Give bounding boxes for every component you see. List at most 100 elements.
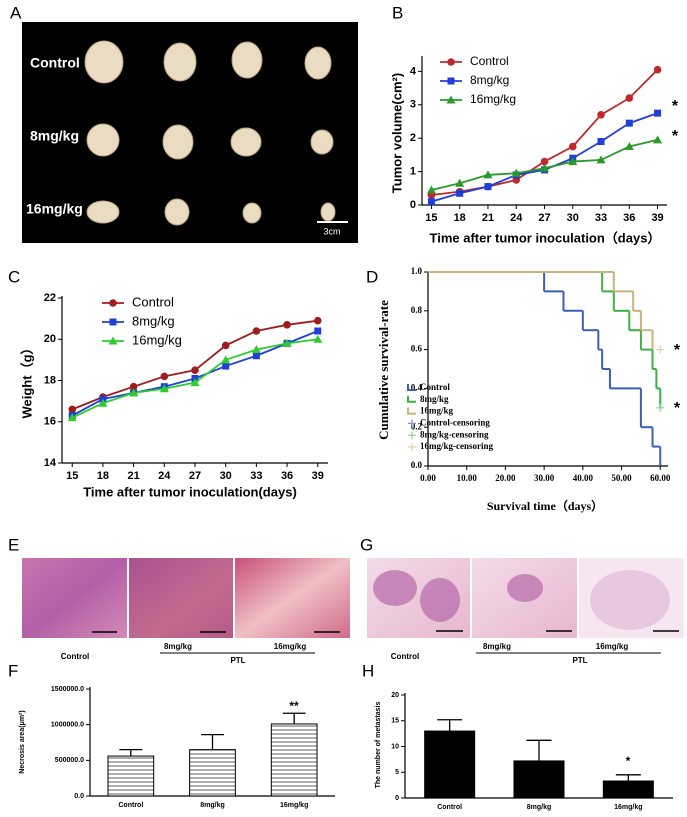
y-tick-label: 1000000.0 xyxy=(51,722,84,729)
x-tick-label: 18 xyxy=(97,470,109,482)
marker xyxy=(191,366,199,374)
group-label: 8mg/kg xyxy=(164,642,192,651)
annotation: * xyxy=(674,342,681,359)
annotation: * xyxy=(672,98,679,115)
x-tick-label: 36 xyxy=(623,212,635,224)
marker xyxy=(483,170,493,179)
group-label: PTL xyxy=(572,656,587,665)
y-tick-label: 20 xyxy=(391,692,399,699)
x-tick-label: 20.00 xyxy=(495,473,516,483)
legend-swatch xyxy=(407,407,416,415)
marker xyxy=(426,185,436,194)
y-tick-label: 4 xyxy=(410,65,417,77)
group-label: Control xyxy=(61,652,89,661)
marker xyxy=(654,109,662,117)
legend-swatch xyxy=(407,395,416,403)
panel-letter: A xyxy=(10,3,22,22)
panel-letter: F xyxy=(8,661,18,680)
marker xyxy=(221,355,231,364)
x-tick-label: 39 xyxy=(312,470,324,482)
x-tick-label: 8mg/kg xyxy=(527,804,552,811)
marker xyxy=(446,95,456,104)
y-tick-label: 0 xyxy=(395,795,399,802)
censor-mark xyxy=(656,403,665,412)
x-axis-label: Time after tumor inoculation(days) xyxy=(83,484,297,499)
marker xyxy=(597,138,605,146)
panel-letter: H xyxy=(362,661,374,680)
histology-image xyxy=(579,558,684,638)
x-tick-label: 24 xyxy=(158,470,171,482)
legend-label: 8mg/kg xyxy=(420,394,449,404)
x-tick-label: 60.00 xyxy=(650,473,671,483)
y-tick-label: 0.0 xyxy=(411,460,423,470)
y-tick-label: 16 xyxy=(44,416,56,428)
legend-label: 16mg/kg-censoring xyxy=(420,441,493,451)
legend-swatch xyxy=(408,419,416,428)
marker xyxy=(624,142,634,151)
marker xyxy=(283,321,291,329)
x-tick-label: 40.00 xyxy=(573,473,594,483)
series-line xyxy=(71,319,318,411)
histology-image xyxy=(22,558,127,638)
y-tick-label: 0 xyxy=(410,199,416,211)
panel-letter: E xyxy=(8,535,19,554)
error-bar xyxy=(282,712,306,724)
x-tick-label: 16mg/kg xyxy=(614,804,642,811)
legend-swatch xyxy=(408,431,416,440)
marker xyxy=(108,336,118,345)
error-bar xyxy=(201,734,224,750)
photo-label: 16mg/kg xyxy=(26,201,83,217)
group-label: 16mg/kg xyxy=(596,642,629,651)
panel-letter: B xyxy=(392,3,403,22)
x-tick-label: 16mg/kg xyxy=(280,802,308,809)
bar xyxy=(107,755,155,797)
marker xyxy=(251,345,261,354)
x-tick-label: 33 xyxy=(250,470,262,482)
marker xyxy=(160,372,169,381)
x-tick-label: Control xyxy=(118,802,143,809)
y-tick-label: 0.8 xyxy=(411,305,423,315)
y-tick-label: 22 xyxy=(44,292,56,304)
legend-label: 8mg/kg-censoring xyxy=(420,429,489,439)
panel-letter: G xyxy=(360,535,373,554)
marker xyxy=(597,110,605,119)
y-axis-label: Tumor volume(cm²) xyxy=(389,73,404,193)
y-tick-label: 10 xyxy=(391,743,399,750)
y-tick-label: 1.0 xyxy=(411,266,423,276)
marker xyxy=(313,334,323,343)
y-tick-label: 14 xyxy=(44,457,57,469)
x-tick-label: 33 xyxy=(595,212,607,224)
marker xyxy=(540,163,549,172)
panel-letter: C xyxy=(8,267,20,286)
panel-letter: D xyxy=(366,267,378,286)
group-label: 8mg/kg xyxy=(483,642,511,651)
y-axis-label: Cumulative survival-rate xyxy=(376,300,391,440)
legend-label: 16mg/kg xyxy=(470,92,516,106)
marker xyxy=(109,318,117,326)
marker xyxy=(159,384,169,393)
marker xyxy=(568,142,577,151)
x-tick-label: 30 xyxy=(567,212,579,224)
series-line xyxy=(431,112,658,203)
y-tick-label: 15 xyxy=(391,718,399,725)
marker xyxy=(625,94,634,102)
y-tick-label: 3 xyxy=(410,99,416,111)
x-tick-label: 36 xyxy=(281,470,293,482)
marker xyxy=(252,327,261,335)
x-tick-label: 0.00 xyxy=(420,473,436,483)
marker xyxy=(456,189,464,197)
y-tick-label: 20 xyxy=(44,333,56,345)
x-tick-label: 15 xyxy=(66,470,78,482)
marker xyxy=(653,65,662,74)
y-tick-label: 500000.0 xyxy=(55,757,84,764)
x-tick-label: 50.00 xyxy=(611,473,632,483)
y-tick-label: 1 xyxy=(410,165,416,177)
group-label: PTL xyxy=(230,656,245,665)
marker xyxy=(313,316,322,325)
marker xyxy=(129,382,138,391)
histology-image xyxy=(129,558,233,638)
x-tick-label: 10.00 xyxy=(457,473,478,483)
y-tick-label: 2 xyxy=(410,132,416,144)
legend-label: Control xyxy=(420,382,450,392)
